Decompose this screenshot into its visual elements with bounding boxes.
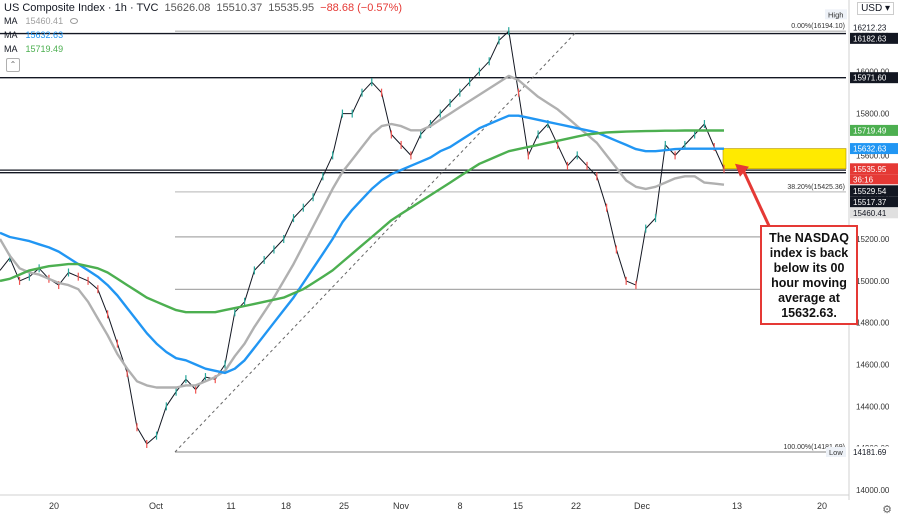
ma-label: MA xyxy=(4,30,18,40)
close-value: 15535.95 xyxy=(268,2,315,14)
x-axis: 20 Oct 11 18 25 Nov 8 15 22 Dec 13 20 xyxy=(0,494,849,511)
fib-trend-line xyxy=(174,30,578,453)
y-tick-label: 15600.00 xyxy=(856,151,890,160)
low-value: 15510.37 xyxy=(216,2,263,14)
fib-levels: 0.00%(16194.10) 38.20%(15425.36) 100.00%(1… xyxy=(175,23,846,453)
price-tag xyxy=(850,72,898,84)
price-tag xyxy=(850,163,898,175)
price-tag xyxy=(850,207,898,219)
price-tag xyxy=(850,143,898,155)
x-tick-label: Oct xyxy=(149,501,164,511)
countdown-label: 36:16 xyxy=(853,175,874,184)
price-tag-label: 14181.69 xyxy=(853,448,887,457)
low-label: Low xyxy=(829,448,843,457)
open-value: 15626.08 xyxy=(164,2,211,14)
y-tick-label: 14000.00 xyxy=(856,486,890,495)
gear-icon[interactable]: ⚙ xyxy=(882,504,892,516)
x-tick-label: 22 xyxy=(571,501,581,511)
price-tag-label: 15529.54 xyxy=(853,187,887,196)
x-tick-label: 8 xyxy=(457,501,462,511)
price-tags: 16212.23 16182.63 15971.60 15719.49 15632.63… xyxy=(825,9,898,458)
ma-line xyxy=(0,114,724,375)
x-tick-label: 20 xyxy=(49,501,59,511)
ma-legend-1[interactable]: MA 15460.41 xyxy=(4,16,78,26)
x-tick-label: 20 xyxy=(817,501,827,511)
series-lines xyxy=(0,27,725,448)
annotation-arrow xyxy=(741,169,772,229)
price-tag-label: 15719.49 xyxy=(853,126,887,135)
highlight-zone xyxy=(722,148,847,170)
price-tag xyxy=(850,21,898,33)
ma-line xyxy=(0,74,725,389)
y-tick-label: 15000.00 xyxy=(856,277,890,286)
collapse-legend-button[interactable]: ⌃ xyxy=(6,58,20,72)
x-tick-label: 25 xyxy=(339,501,349,511)
chart-header: US Composite Index · 1h · TVC 15626.08 1… xyxy=(4,2,402,14)
ma-value: 15632.63 xyxy=(25,30,64,40)
price-tag-label: 15460.41 xyxy=(853,209,887,218)
price-tag xyxy=(850,196,898,208)
y-tick-label: 14800.00 xyxy=(856,319,890,328)
x-tick-label: 15 xyxy=(513,501,523,511)
highlight-zone-rect xyxy=(722,148,847,170)
fib-label: 38.20%(15425.36) xyxy=(787,184,845,191)
ma-line xyxy=(0,129,724,314)
x-tick-label: 13 xyxy=(732,501,742,511)
eye-icon[interactable] xyxy=(69,18,78,24)
y-tick-label: 14400.00 xyxy=(856,402,890,411)
x-tick-label: 18 xyxy=(281,501,291,511)
countdown-tag xyxy=(850,174,898,185)
x-tick-label: Nov xyxy=(393,501,410,511)
x-tick-label: 11 xyxy=(226,501,235,511)
currency-selector[interactable]: USD ▾ xyxy=(857,2,894,15)
symbol-title[interactable]: US Composite Index · 1h · TVC xyxy=(4,2,159,14)
price-tag xyxy=(850,185,898,197)
ma-label: MA xyxy=(4,16,18,26)
y-tick-label: 15800.00 xyxy=(856,110,890,119)
price-tag-label: 15632.63 xyxy=(853,145,887,154)
y-tick-label: 15200.00 xyxy=(856,235,890,244)
horizontal-levels xyxy=(0,32,846,453)
x-tick-label: Dec xyxy=(634,501,651,511)
price-tag xyxy=(850,446,898,458)
ma-value: 15460.41 xyxy=(25,16,64,26)
high-label: High xyxy=(828,10,843,19)
change-value: −88.68 (−0.57%) xyxy=(320,2,403,14)
price-tag-label: 15517.37 xyxy=(853,198,887,207)
price-tag xyxy=(850,32,898,44)
price-tag-label: 15535.95 xyxy=(853,165,887,174)
ma-label: MA xyxy=(4,44,18,54)
high-badge xyxy=(825,9,847,20)
ma-legend-3[interactable]: MA 15719.49 xyxy=(4,44,63,54)
price-tag-label: 16182.63 xyxy=(853,34,887,43)
annotation-arrow-head xyxy=(735,163,749,177)
y-tick-label: 14600.00 xyxy=(856,361,890,370)
price-tag-label: 15971.60 xyxy=(853,74,887,83)
low-badge xyxy=(826,447,846,458)
fib-label: 0.00%(16194.10) xyxy=(791,23,845,30)
price-tag-label: 16212.23 xyxy=(853,23,887,32)
fib-label: 100.00%(14181.69) xyxy=(784,444,846,451)
ma-value: 15719.49 xyxy=(25,44,64,54)
annotation-box: The NASDAQ index is back below its 00 ho… xyxy=(760,225,858,325)
price-tag xyxy=(850,124,898,136)
ma-legend-2[interactable]: MA 15632.63 xyxy=(4,30,63,40)
